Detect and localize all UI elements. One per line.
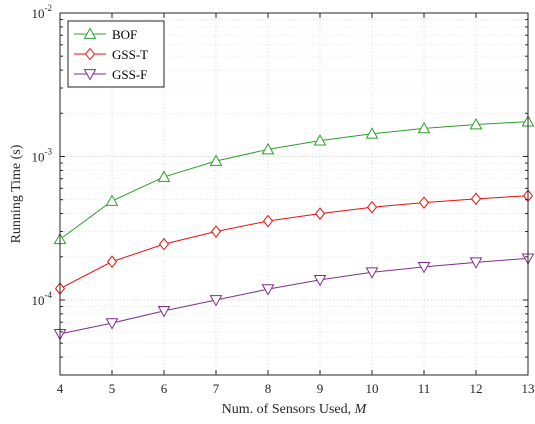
data-point xyxy=(209,154,223,166)
legend-label: BOF xyxy=(112,27,137,42)
legend-label: GSS-T xyxy=(112,47,148,62)
legend: BOF GSS-T GSS-F xyxy=(67,20,165,88)
legend-item-gss-f: GSS-F xyxy=(74,67,147,82)
data-point xyxy=(366,200,378,214)
legend-marker xyxy=(83,69,97,81)
legend-item-bof: BOF xyxy=(74,27,137,42)
data-point xyxy=(106,255,118,268)
x-tick-label: 11 xyxy=(418,381,431,396)
data-point xyxy=(365,267,379,279)
x-tick-label: 6 xyxy=(161,381,168,396)
series-gss-t xyxy=(54,189,534,295)
series-bof xyxy=(53,115,535,245)
legend-marker xyxy=(84,47,96,61)
data-point xyxy=(417,121,431,134)
x-axis-title-text: Num. of Sensors Used, xyxy=(222,402,355,417)
data-point xyxy=(157,170,171,182)
x-axis-title-variable: M xyxy=(354,402,368,417)
legend-marker xyxy=(83,27,97,39)
series-line xyxy=(59,195,529,290)
x-tick-label: 13 xyxy=(522,381,535,396)
data-point xyxy=(314,207,326,220)
x-tick-label: 9 xyxy=(317,381,324,396)
data-point xyxy=(157,305,171,318)
y-tick-label: 10-3 xyxy=(32,146,53,164)
ticks xyxy=(59,12,529,376)
data-point xyxy=(417,262,431,274)
tick-labels: 4 5 6 7 8 9 10 11 12 13 10-4 10-3 10-2 xyxy=(32,3,535,396)
x-tick-label: 5 xyxy=(109,381,116,396)
x-tick-label: 12 xyxy=(470,381,483,396)
legend-label: GSS-F xyxy=(112,67,147,82)
data-point xyxy=(469,118,483,130)
data-point xyxy=(418,196,430,209)
legend-item-gss-t: GSS-T xyxy=(74,47,148,62)
data-point xyxy=(262,214,274,228)
data-point xyxy=(313,134,327,146)
x-tick-label: 4 xyxy=(57,381,64,396)
y-axis-title: Running Time (s) xyxy=(9,144,24,243)
data-point xyxy=(261,142,275,155)
data-point xyxy=(105,318,119,330)
data-point xyxy=(365,127,379,139)
series-line xyxy=(59,121,529,240)
data-point xyxy=(470,192,482,206)
series-gss-f xyxy=(53,253,535,341)
x-tick-label: 10 xyxy=(366,381,379,396)
x-axis-title: Num. of Sensors Used, M xyxy=(222,402,368,417)
y-tick-label: 10-2 xyxy=(32,3,53,21)
data-point xyxy=(313,275,327,287)
data-point xyxy=(105,194,119,206)
data-point xyxy=(261,284,275,296)
series-line xyxy=(59,257,529,335)
data-point xyxy=(469,257,483,269)
plot-frame xyxy=(59,12,529,376)
data-point xyxy=(209,295,223,307)
x-tick-label: 8 xyxy=(265,381,272,396)
y-tick-label: 10-4 xyxy=(32,290,53,308)
data-point xyxy=(210,225,222,238)
x-tick-label: 7 xyxy=(213,381,220,396)
data-point xyxy=(158,237,170,251)
series-layer xyxy=(53,115,535,341)
